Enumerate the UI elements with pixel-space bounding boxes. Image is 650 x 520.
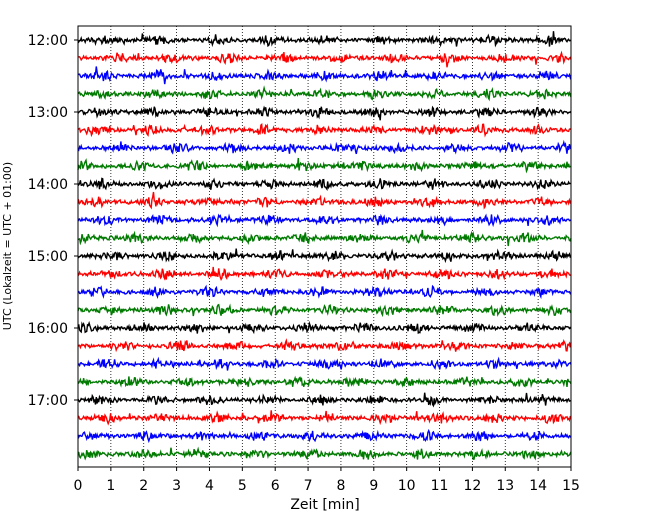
seismic-trace — [77, 303, 572, 318]
x-tick-label: 12 — [463, 478, 481, 494]
y-tick-label: 12:00 — [28, 33, 68, 49]
seismic-trace — [77, 338, 572, 353]
x-tick-label: 4 — [205, 478, 214, 494]
x-tick-label: 10 — [398, 478, 416, 494]
x-tick-label: 3 — [172, 478, 181, 494]
x-tick-label: 13 — [496, 478, 514, 494]
seismic-trace — [77, 213, 572, 228]
seismic-traces — [77, 31, 572, 461]
x-tick-label: 9 — [369, 478, 378, 494]
seismic-trace — [77, 284, 572, 300]
y-tick-label: 14:00 — [28, 177, 68, 193]
seismic-trace — [77, 229, 572, 247]
seismic-trace — [77, 410, 572, 426]
seismic-trace — [77, 85, 572, 102]
y-tick-label: 15:00 — [28, 249, 68, 265]
y-axis-label: UTC (Lokalzeit = UTC + 01:00) — [1, 162, 14, 330]
x-tick-label: 11 — [431, 478, 449, 494]
x-tick-label: 2 — [139, 478, 148, 494]
seismic-trace — [77, 157, 572, 174]
seismic-trace — [77, 375, 572, 389]
seismic-trace — [77, 122, 572, 138]
x-tick-label: 15 — [562, 478, 580, 494]
x-axis-label: Zeit [min] — [290, 497, 359, 513]
plot-frame — [77, 25, 572, 468]
seismic-trace — [77, 446, 572, 461]
seismic-trace — [77, 31, 572, 48]
x-tick-label: 14 — [529, 478, 547, 494]
seismic-trace — [77, 105, 572, 121]
seismic-trace — [77, 320, 572, 335]
x-tick-label: 5 — [238, 478, 247, 494]
seismic-trace — [77, 66, 572, 85]
x-axis-ticks: 0 1 2 3 4 5 6 7 8 9 10 11 12 13 14 15 — [74, 467, 580, 494]
y-axis-ticks: 12:00 13:00 14:00 15:00 16:00 17:00 — [28, 33, 78, 409]
x-tick-label: 6 — [271, 478, 280, 494]
x-tick-label: 8 — [336, 478, 345, 494]
y-tick-label: 17:00 — [28, 393, 68, 409]
seismic-trace — [77, 177, 572, 191]
seismic-trace — [77, 139, 572, 155]
y-tick-label: 16:00 — [28, 321, 68, 337]
seismic-trace — [77, 428, 572, 444]
seismic-trace — [77, 50, 572, 68]
seismic-trace — [77, 191, 572, 210]
x-tick-label: 1 — [106, 478, 115, 494]
x-tick-label: 7 — [304, 478, 313, 494]
x-tick-label: 0 — [74, 478, 83, 494]
seismic-trace — [77, 248, 572, 264]
seismic-trace — [77, 266, 572, 282]
y-tick-label: 13:00 — [28, 105, 68, 121]
seismic-trace — [77, 356, 572, 371]
seismic-trace — [77, 392, 572, 408]
